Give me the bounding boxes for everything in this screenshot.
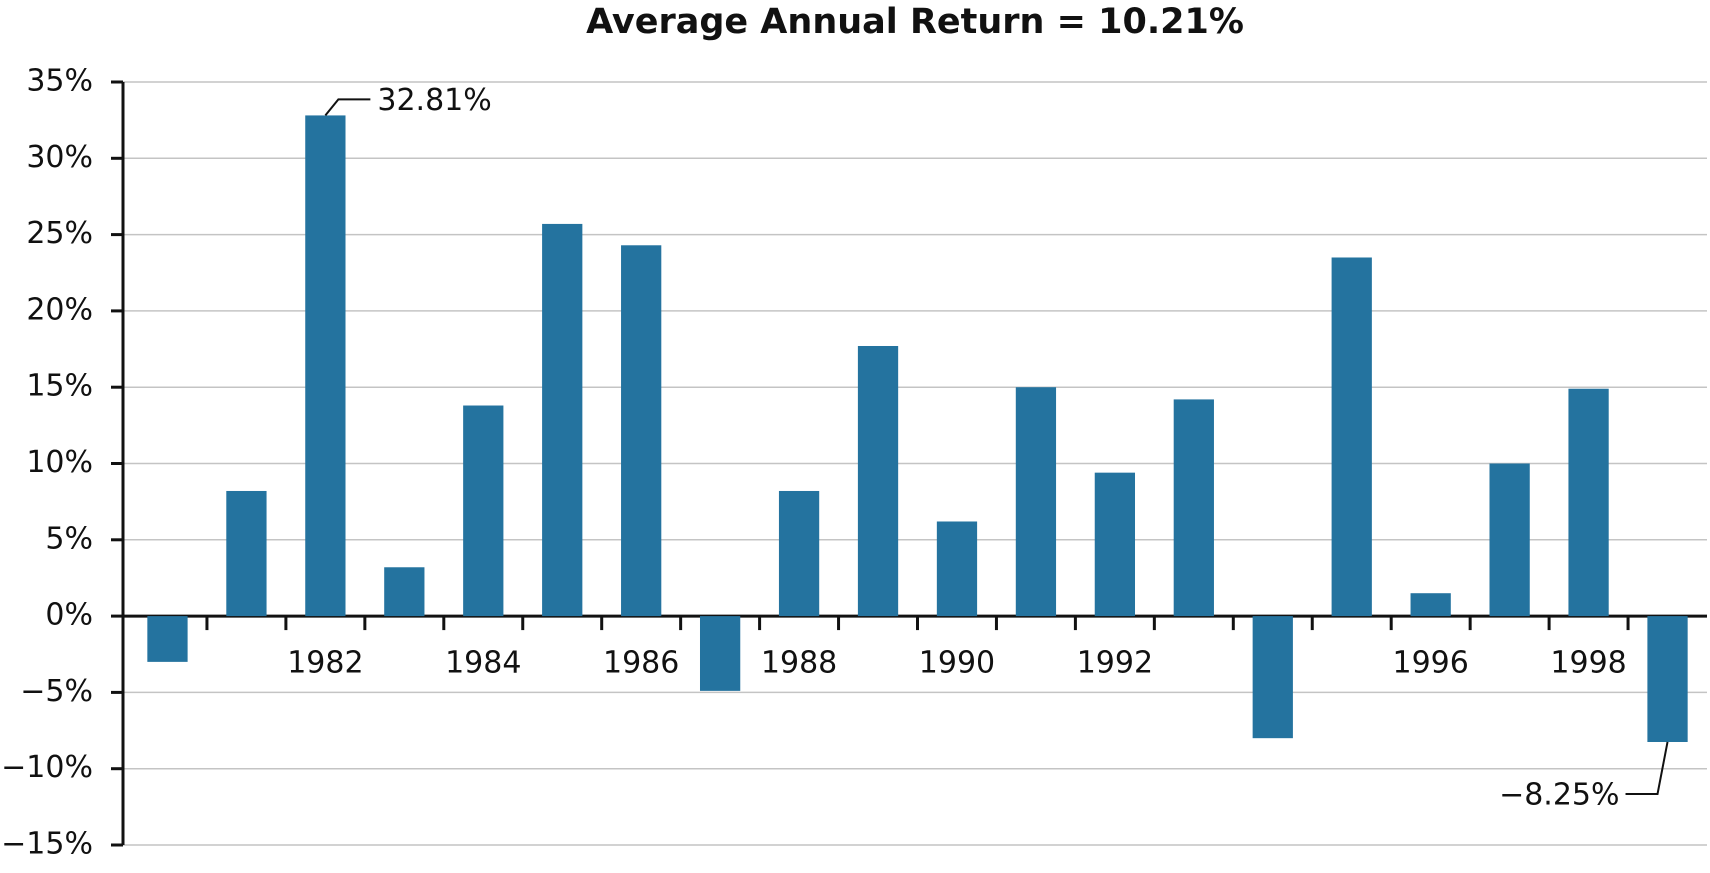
bar	[1410, 593, 1451, 617]
bar	[463, 405, 504, 617]
bar	[1489, 463, 1530, 617]
bar	[1252, 616, 1293, 739]
y-tick-label: −5%	[20, 674, 93, 709]
y-tick-label: 0%	[45, 598, 93, 633]
y-tick-label: 15%	[26, 369, 93, 404]
x-tick-label: 1984	[445, 646, 521, 681]
bar	[778, 490, 820, 617]
y-tick-label: 25%	[26, 216, 93, 251]
bar	[857, 345, 899, 617]
y-tick-label: 30%	[26, 140, 93, 175]
x-tick-label: 1982	[287, 646, 363, 681]
y-tick-label: −10%	[1, 750, 93, 785]
x-tick-label: 1996	[1392, 646, 1468, 681]
x-tick-label: 1990	[919, 646, 995, 681]
y-tick-label: 20%	[26, 292, 93, 327]
bar	[1331, 257, 1372, 617]
x-tick-label: 1986	[603, 646, 679, 681]
y-tick-label: 35%	[26, 64, 93, 99]
x-tick-label: 1992	[1077, 646, 1153, 681]
value-label: 32.81%	[377, 83, 491, 118]
bar	[384, 567, 425, 617]
x-tick-label: 1998	[1550, 646, 1626, 681]
leader-line	[324, 98, 371, 117]
value-label: −8.25%	[1499, 777, 1619, 812]
leader-line	[1625, 741, 1669, 795]
bar	[1173, 399, 1214, 617]
x-tick-label: 1988	[761, 646, 837, 681]
bar	[1015, 387, 1057, 617]
bar	[1094, 472, 1136, 617]
y-tick-label: 5%	[45, 521, 93, 556]
bar	[147, 616, 188, 662]
bar	[1568, 388, 1609, 617]
y-tick-label: −15%	[1, 827, 93, 862]
bar	[699, 616, 741, 691]
bar	[621, 245, 662, 617]
bar	[226, 490, 267, 617]
bar	[936, 521, 978, 617]
chart-title: Average Annual Return = 10.21%	[586, 2, 1244, 42]
bar	[542, 223, 583, 617]
bar	[305, 115, 346, 617]
bar	[1647, 616, 1688, 742]
y-tick-label: 10%	[26, 445, 93, 480]
